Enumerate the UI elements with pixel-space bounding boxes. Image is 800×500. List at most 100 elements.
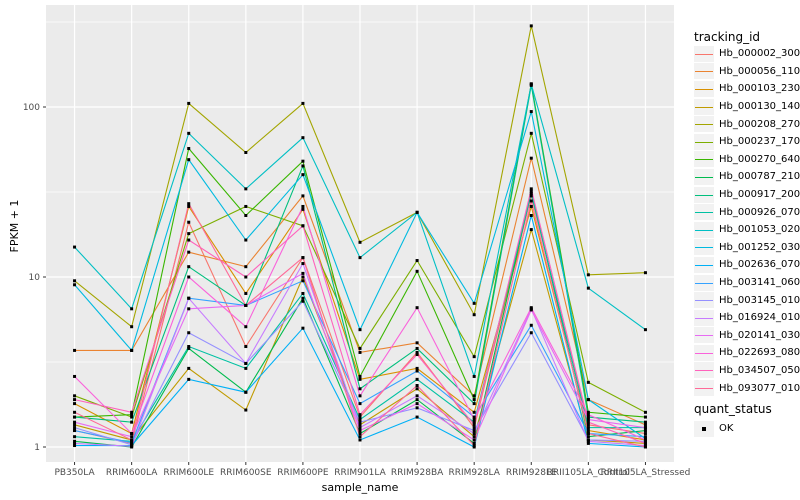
quant-status-key: [694, 420, 714, 437]
legend-key-swatch: [694, 151, 714, 168]
data-point: [586, 410, 590, 414]
data-point: [472, 301, 476, 305]
data-point: [73, 398, 77, 402]
data-point: [415, 259, 419, 263]
legend-items: Hb_000002_300 Hb_000056_110 Hb_000103_230 H…: [694, 45, 800, 397]
data-point: [73, 410, 77, 414]
data-point: [586, 435, 590, 439]
data-point: [187, 331, 191, 335]
data-point: [301, 136, 305, 140]
data-point: [301, 164, 305, 168]
data-point: [130, 441, 134, 445]
data-point: [529, 199, 533, 203]
data-point: [130, 432, 134, 436]
legend-key-swatch: [694, 186, 714, 203]
legend-item: Hb_000270_640: [694, 151, 800, 169]
data-point: [73, 348, 77, 352]
data-point: [301, 194, 305, 198]
data-point: [415, 387, 419, 391]
legend-key-line: [695, 282, 713, 284]
data-point: [73, 283, 77, 287]
data-point: [529, 82, 533, 86]
data-point: [472, 420, 476, 424]
data-point: [301, 224, 305, 228]
data-point: [187, 346, 191, 350]
data-point: [643, 410, 647, 414]
data-point: [415, 377, 419, 381]
data-point: [643, 328, 647, 332]
data-point: [472, 441, 476, 445]
data-point: [130, 438, 134, 442]
data-point: [301, 173, 305, 177]
data-point: [643, 423, 647, 427]
data-point: [73, 423, 77, 427]
data-point: [586, 432, 590, 436]
legend-item: Hb_016924_010: [694, 309, 800, 327]
data-point: [73, 374, 77, 378]
data-point: [187, 250, 191, 254]
x-tick-label: RRII105LA_Stressed: [601, 468, 691, 478]
data-point: [358, 426, 362, 430]
data-point: [643, 429, 647, 433]
data-point: [358, 438, 362, 442]
data-point: [73, 420, 77, 424]
data-point: [187, 345, 191, 349]
data-point: [187, 366, 191, 370]
data-point: [472, 435, 476, 439]
data-point: [358, 432, 362, 436]
data-point: [472, 394, 476, 398]
data-point: [643, 415, 647, 419]
data-point: [529, 110, 533, 114]
legend-item: Hb_000926_070: [694, 203, 800, 221]
data-point: [472, 398, 476, 402]
legend-key-line: [695, 335, 713, 337]
data-point: [301, 279, 305, 283]
data-point: [529, 306, 533, 310]
legend-item-label: Hb_001252_030: [719, 241, 800, 253]
data-point: [244, 303, 248, 307]
data-point: [301, 256, 305, 260]
data-point: [244, 238, 248, 242]
data-point: [529, 191, 533, 195]
data-point: [73, 426, 77, 430]
data-point: [301, 291, 305, 295]
data-point: [244, 361, 248, 365]
data-point: [415, 210, 419, 214]
data-point: [301, 296, 305, 300]
data-point: [529, 194, 533, 198]
data-point: [301, 159, 305, 163]
legend-key-swatch: [694, 362, 714, 379]
data-point: [187, 377, 191, 381]
legend-item-label: Hb_000056_110: [719, 65, 800, 77]
data-point: [586, 426, 590, 430]
data-point: [73, 435, 77, 439]
data-point: [73, 429, 77, 433]
data-point: [529, 187, 533, 191]
data-point: [244, 187, 248, 191]
data-point: [472, 418, 476, 422]
data-point: [472, 402, 476, 406]
data-point: [415, 269, 419, 273]
y-tick-label: 1: [34, 443, 40, 453]
legend-item: Hb_022693_080: [694, 344, 800, 362]
legend-item-label: Hb_000926_070: [719, 206, 800, 218]
legend-key-swatch: [694, 133, 714, 150]
legend-key-swatch: [694, 221, 714, 238]
legend-item-label: Hb_001053_020: [719, 224, 800, 236]
data-point: [301, 275, 305, 279]
data-point: [244, 265, 248, 269]
legend-item: Hb_000237_170: [694, 133, 800, 151]
data-point: [73, 415, 77, 419]
legend-key-line: [695, 212, 713, 214]
legend-key-line: [695, 229, 713, 231]
quant-status-title: quant_status: [694, 402, 772, 416]
legend-key-swatch: [694, 256, 714, 273]
quant-status-label: OK: [719, 423, 734, 435]
data-point: [130, 325, 134, 329]
data-point: [358, 429, 362, 433]
legend-item-label: Hb_000208_270: [719, 118, 800, 130]
legend-item: Hb_093077_010: [694, 379, 800, 397]
legend-item: Hb_000130_140: [694, 98, 800, 116]
data-point: [529, 228, 533, 232]
